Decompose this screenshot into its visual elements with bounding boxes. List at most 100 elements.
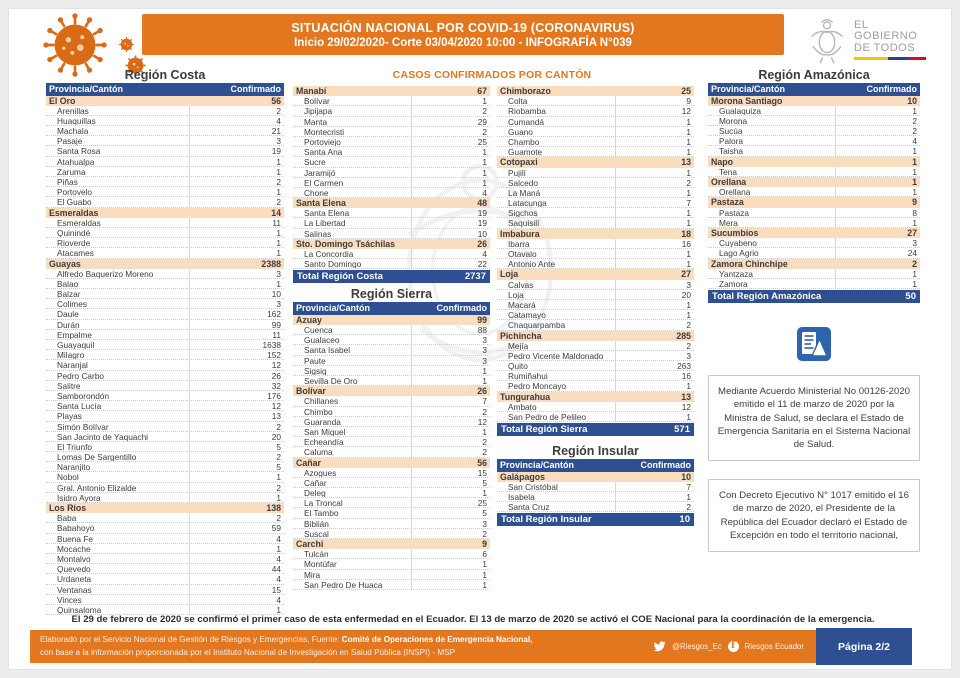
canton-row: Otavalo 1: [497, 249, 694, 260]
canton-row: Santa Cruz 2: [497, 502, 694, 513]
province-confirmed: 27: [681, 269, 691, 280]
canton-row: Latacunga 7: [497, 198, 694, 209]
canton-confirmed: 12: [411, 416, 490, 427]
total-region-insular-bar: Total Región Insular 10: [497, 513, 694, 527]
canton-row: Rioverde 1: [46, 238, 284, 249]
canton-name: Chambo: [508, 136, 540, 147]
canton-confirmed: 263: [615, 361, 694, 371]
canton-name: Playas: [57, 411, 82, 421]
canton-confirmed: 1: [411, 376, 490, 386]
facebook-handle[interactable]: Riesgos Ecuador: [744, 642, 804, 651]
canton-row: Quevedo 44: [46, 564, 284, 575]
canton-name: Ambato: [508, 401, 537, 411]
canton-name: Otavalo: [508, 249, 537, 259]
canton-name: Babahoyo: [57, 523, 95, 533]
page-number-badge: Página 2/2: [816, 628, 912, 665]
canton-confirmed: 21: [188, 126, 284, 136]
province-confirmed: 14: [271, 207, 281, 218]
canton-confirmed: 4: [188, 574, 284, 584]
canton-row: Pedro Moncayo 1: [497, 381, 694, 392]
region-insular-title: Región Insular: [552, 444, 639, 459]
canton-name: Isidro Ayora: [57, 492, 101, 502]
canton-row: Milagro 152: [46, 350, 284, 361]
canton-confirmed: 1: [411, 157, 490, 167]
title-banner: SITUACIÓN NACIONAL POR COVID-19 (CORONAV…: [142, 14, 784, 55]
canton-name: Antonio Ante: [508, 259, 556, 269]
canton-confirmed: 1: [188, 543, 284, 554]
canton-row: Chillanes 7: [293, 396, 490, 407]
canton-confirmed: 20: [188, 431, 284, 442]
canton-row: Urdaneta 4: [46, 574, 284, 585]
province-row: Santa Elena 48: [293, 198, 490, 209]
canton-name: Zamora: [719, 278, 748, 289]
canton-name: La Libertad: [304, 218, 346, 228]
canton-row: Playas 13: [46, 411, 284, 422]
canton-confirmed: 2: [615, 502, 694, 512]
canton-name: Macará: [508, 299, 536, 310]
province-row: Imbabura 18: [497, 228, 694, 239]
canton-confirmed: 19: [411, 218, 490, 228]
canton-name: Lago Agrio: [719, 248, 759, 258]
province-name: Loja: [500, 269, 519, 280]
canton-name: Yantzaza: [719, 268, 753, 278]
canton-name: Santa Cruz: [508, 502, 550, 512]
region-costa-column: Región Costa Provincia/Cantón Confirmado…: [46, 68, 284, 616]
canton-name: El Carmen: [304, 177, 344, 187]
canton-row: Santo Domingo 22: [293, 259, 490, 270]
canton-name: Echeandía: [304, 437, 344, 447]
canton-name: Deleg: [304, 488, 326, 498]
province-confirmed: 13: [681, 391, 691, 402]
province-row: Pastaza 9: [708, 197, 920, 208]
total-label: Total Región Sierra: [501, 424, 588, 436]
canton-confirmed: 1: [188, 278, 284, 289]
canton-name: Quevedo: [57, 564, 91, 574]
canton-confirmed: 4: [411, 187, 490, 198]
canton-confirmed: 1: [411, 147, 490, 157]
footer-bar: Elaborado por el Servicio Nacional de Ge…: [30, 628, 912, 665]
canton-name: Manta: [304, 116, 328, 126]
canton-confirmed: 1: [835, 166, 920, 177]
canton-row: Quinsaloma 1: [46, 604, 284, 616]
canton-confirmed: 6: [411, 549, 490, 559]
canton-row: Portovelo 1: [46, 187, 284, 198]
canton-row: Pasaje 3: [46, 136, 284, 147]
canton-name: Sucre: [304, 157, 326, 167]
facebook-icon[interactable]: f: [727, 641, 739, 652]
province-name: Bolívar: [296, 386, 326, 397]
canton-name: Atacames: [57, 248, 94, 258]
canton-row: Saquisilí 1: [497, 218, 694, 229]
canton-row: Colimes 3: [46, 299, 284, 310]
canton-confirmed: 152: [188, 350, 284, 360]
canton-row: Deleg 1: [293, 488, 490, 499]
province-confirmed: 26: [477, 238, 487, 249]
province-confirmed: 13: [681, 157, 691, 168]
canton-name: Alfredo Baquerizo Moreno: [57, 268, 154, 278]
canton-confirmed: 5: [411, 477, 490, 488]
column-header-confirmed: Confirmado: [866, 84, 918, 94]
canton-confirmed: 4: [411, 249, 490, 259]
canton-confirmed: 2: [188, 452, 284, 462]
province-row: Cotopaxi 13: [497, 157, 694, 168]
province-confirmed: 2388: [261, 258, 281, 269]
province-row: Guayas 2388: [46, 258, 284, 269]
canton-name: Guano: [508, 126, 533, 136]
canton-name: Durán: [57, 319, 80, 329]
table-header: Provincia/Cantón Confirmado: [497, 459, 694, 472]
canton-confirmed: 12: [615, 401, 694, 412]
twitter-icon[interactable]: [653, 641, 666, 652]
province-row: Carchi 9: [293, 539, 490, 550]
canton-row: Pedro Vicente Maldonado 3: [497, 350, 694, 362]
canton-name: Jaramijó: [304, 167, 336, 177]
province-name: Morona Santiago: [711, 95, 783, 106]
coronavirus-illustration: [30, 10, 146, 80]
canton-name: Buena Fe: [57, 533, 93, 543]
canton-row: Pastaza 8: [708, 207, 920, 218]
canton-row: Zaruma 1: [46, 166, 284, 177]
sierra-table-mid: Azuay 99 Cuenca 88 Gualaceo 3 Santa Isabel 3 Pau…: [293, 314, 490, 590]
canton-confirmed: 22: [411, 259, 490, 269]
canton-row: Pujilí 1: [497, 167, 694, 178]
canton-confirmed: 1: [835, 146, 920, 156]
canton-row: Baba 2: [46, 513, 284, 524]
twitter-handle[interactable]: @Riesgos_Ec: [672, 642, 722, 651]
canton-name: Paute: [304, 355, 326, 365]
